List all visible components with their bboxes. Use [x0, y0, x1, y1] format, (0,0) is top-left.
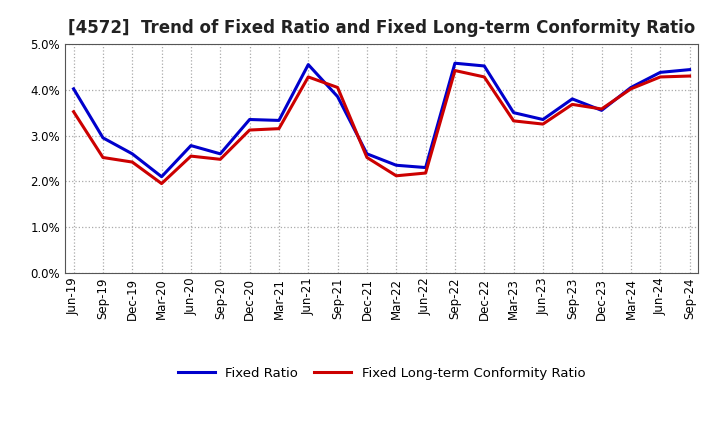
Fixed Long-term Conformity Ratio [363, 155, 372, 160]
Fixed Ratio [333, 94, 342, 99]
Fixed Long-term Conformity Ratio [186, 154, 195, 159]
Fixed Ratio [685, 67, 694, 72]
Fixed Long-term Conformity Ratio [333, 85, 342, 90]
Fixed Ratio [246, 117, 254, 122]
Fixed Ratio [69, 86, 78, 92]
Fixed Ratio [509, 110, 518, 115]
Fixed Long-term Conformity Ratio [480, 74, 489, 80]
Fixed Ratio [392, 163, 400, 168]
Fixed Ratio [539, 117, 547, 122]
Fixed Long-term Conformity Ratio [157, 181, 166, 186]
Fixed Ratio [128, 151, 137, 157]
Fixed Long-term Conformity Ratio [451, 68, 459, 73]
Fixed Long-term Conformity Ratio [626, 86, 635, 92]
Fixed Long-term Conformity Ratio [246, 128, 254, 133]
Fixed Ratio [656, 70, 665, 75]
Fixed Ratio [216, 151, 225, 157]
Fixed Long-term Conformity Ratio [128, 159, 137, 165]
Fixed Ratio [421, 165, 430, 170]
Fixed Ratio [99, 135, 107, 140]
Fixed Ratio [480, 63, 489, 69]
Fixed Ratio [568, 96, 577, 102]
Fixed Long-term Conformity Ratio [656, 74, 665, 80]
Fixed Ratio [626, 85, 635, 90]
Fixed Ratio [186, 143, 195, 148]
Fixed Long-term Conformity Ratio [304, 74, 312, 80]
Line: Fixed Long-term Conformity Ratio: Fixed Long-term Conformity Ratio [73, 70, 690, 183]
Fixed Long-term Conformity Ratio [421, 170, 430, 176]
Line: Fixed Ratio: Fixed Ratio [73, 63, 690, 177]
Fixed Ratio [598, 108, 606, 113]
Fixed Long-term Conformity Ratio [598, 106, 606, 112]
Title: [4572]  Trend of Fixed Ratio and Fixed Long-term Conformity Ratio: [4572] Trend of Fixed Ratio and Fixed Lo… [68, 19, 696, 37]
Fixed Ratio [157, 174, 166, 180]
Fixed Long-term Conformity Ratio [392, 173, 400, 179]
Fixed Long-term Conformity Ratio [685, 73, 694, 79]
Fixed Long-term Conformity Ratio [274, 126, 283, 131]
Fixed Long-term Conformity Ratio [509, 118, 518, 124]
Fixed Long-term Conformity Ratio [216, 157, 225, 162]
Legend: Fixed Ratio, Fixed Long-term Conformity Ratio: Fixed Ratio, Fixed Long-term Conformity … [173, 362, 590, 385]
Fixed Ratio [304, 62, 312, 67]
Fixed Long-term Conformity Ratio [69, 109, 78, 114]
Fixed Ratio [451, 61, 459, 66]
Fixed Long-term Conformity Ratio [568, 102, 577, 107]
Fixed Long-term Conformity Ratio [539, 121, 547, 127]
Fixed Long-term Conformity Ratio [99, 155, 107, 160]
Fixed Ratio [274, 118, 283, 123]
Fixed Ratio [363, 151, 372, 157]
